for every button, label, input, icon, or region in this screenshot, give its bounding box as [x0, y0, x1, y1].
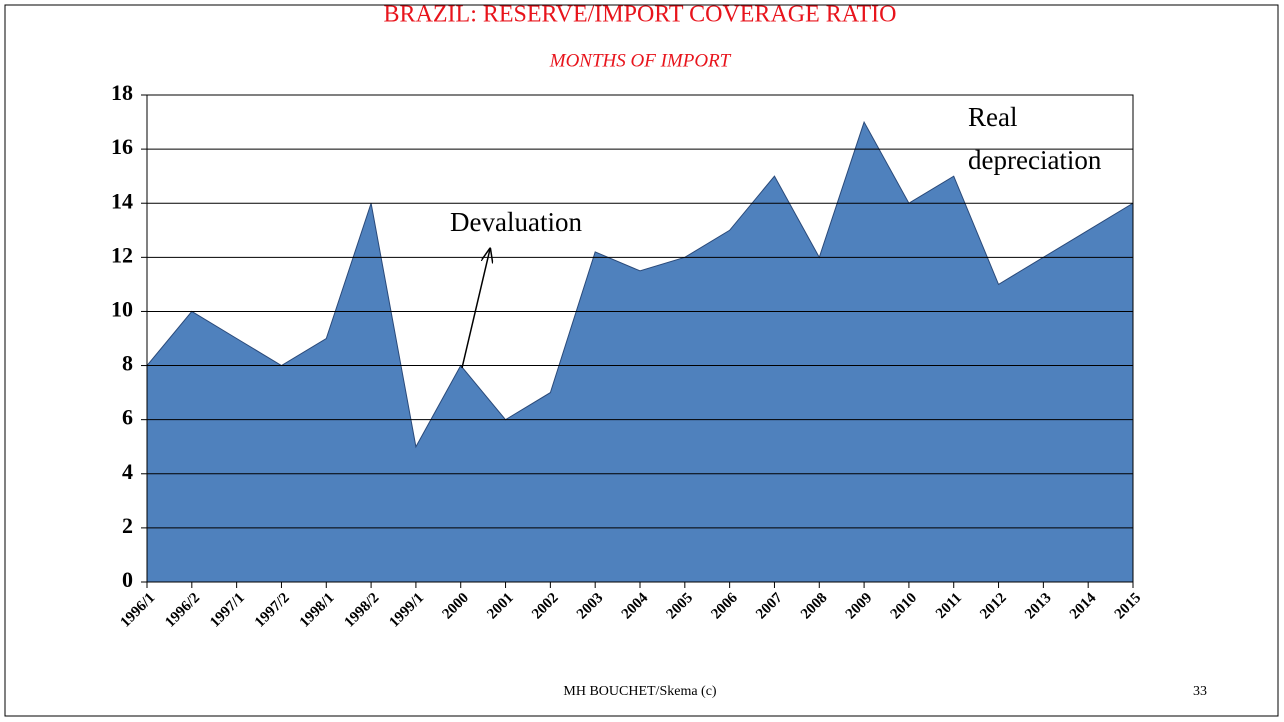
- y-tick-label: 10: [111, 296, 133, 321]
- y-tick-label: 8: [122, 351, 133, 376]
- x-tick-label: 2006: [708, 590, 741, 623]
- x-tick-label: 2009: [843, 590, 876, 623]
- y-tick-label: 2: [122, 513, 133, 538]
- y-tick-label: 0: [122, 567, 133, 592]
- y-tick-label: 18: [111, 80, 133, 105]
- x-tick-label: 1996/1: [117, 590, 158, 631]
- annotation: Real: [968, 102, 1017, 132]
- x-tick-label: 1998/2: [342, 590, 383, 631]
- x-tick-label: 2008: [798, 590, 831, 623]
- x-tick-label: 1999/1: [386, 590, 427, 631]
- page-number: 33: [1193, 684, 1207, 699]
- x-tick-label: 2007: [753, 590, 786, 623]
- chart-title: BRAZIL: RESERVE/IMPORT COVERAGE RATIO: [384, 2, 897, 28]
- x-tick-label: 2004: [619, 590, 652, 623]
- x-tick-label: 2000: [439, 590, 472, 623]
- x-tick-label: 2005: [664, 590, 697, 623]
- area: [146, 120, 1134, 583]
- annotation: depreciation: [968, 145, 1102, 175]
- x-tick-label: 1998/1: [297, 590, 338, 631]
- y-tick-label: 14: [111, 188, 133, 213]
- chart-subtitle: MONTHS OF IMPORT: [549, 50, 732, 71]
- x-tick-label: 1997/2: [252, 590, 293, 631]
- footer: MH BOUCHET/Skema (c): [563, 684, 717, 699]
- x-tick-label: 2003: [574, 590, 607, 623]
- x-tick-label: 1997/1: [207, 590, 248, 631]
- annotation-arrow: [461, 249, 490, 369]
- y-tick-label: 16: [111, 134, 133, 159]
- x-tick-label: 2001: [484, 590, 517, 623]
- slide-border: [4, 4, 1279, 717]
- x-tick-label: 1996/2: [162, 590, 203, 631]
- x-tick-label: 2002: [529, 590, 562, 623]
- x-tick-label: 2011: [933, 590, 965, 622]
- x-tick-label: 2015: [1112, 590, 1145, 623]
- y-tick-label: 12: [111, 242, 133, 267]
- x-tick-label: 2010: [888, 590, 921, 623]
- y-tick-label: 6: [122, 405, 133, 430]
- annotation: Devaluation: [450, 207, 582, 237]
- y-tick-label: 4: [122, 459, 133, 484]
- x-tick-label: 2014: [1067, 590, 1100, 623]
- x-tick-label: 2012: [977, 590, 1010, 623]
- x-tick-label: 2013: [1022, 590, 1055, 623]
